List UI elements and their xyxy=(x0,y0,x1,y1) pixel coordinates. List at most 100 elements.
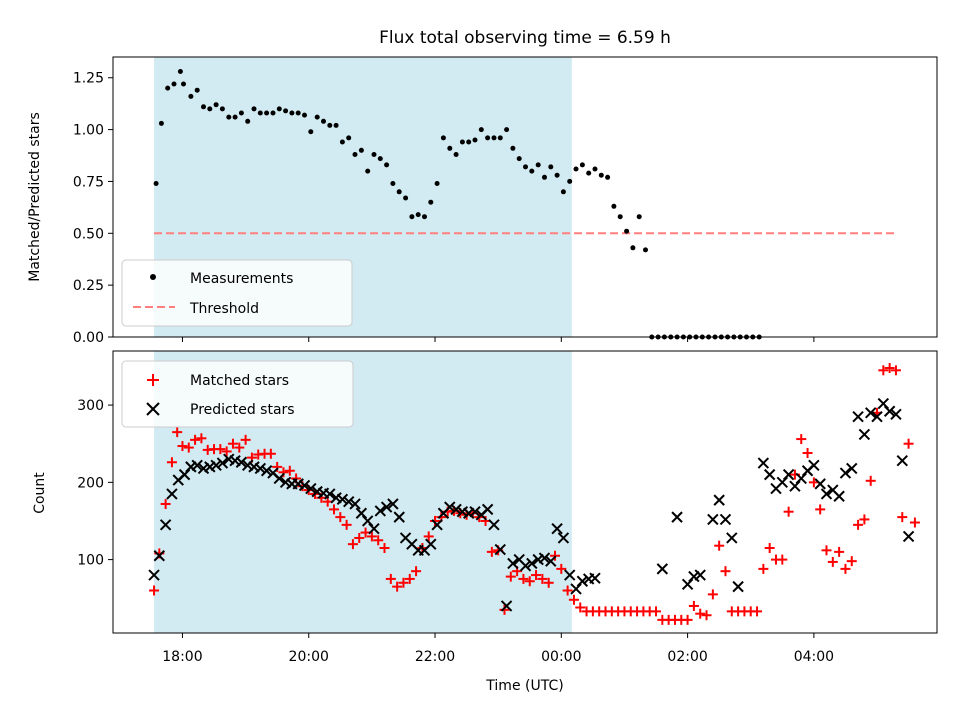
measurement-point xyxy=(226,114,232,120)
predicted-stars-point xyxy=(538,552,551,564)
matched-stars-point xyxy=(347,539,358,550)
predicted-stars-point xyxy=(324,488,336,500)
measurement-point xyxy=(177,69,183,74)
matched-stars-point xyxy=(392,581,403,592)
measurement-point xyxy=(238,110,244,116)
predicted-stars-point xyxy=(694,569,706,581)
matched-stars-point xyxy=(651,606,662,617)
measurement-point xyxy=(194,87,200,93)
matched-stars-point xyxy=(903,438,914,449)
measurement-point xyxy=(188,93,194,99)
measurement-point xyxy=(529,168,535,174)
measurement-point xyxy=(245,118,251,124)
predicted-stars-point xyxy=(896,455,908,467)
measurement-point xyxy=(542,174,547,180)
measurement-point xyxy=(153,181,159,186)
matched-stars-point xyxy=(859,514,870,525)
count-points xyxy=(148,362,920,625)
predicted-stars-point xyxy=(488,519,500,531)
top-y-tick-label: 1.00 xyxy=(73,123,104,139)
legend-measurements-label: Measurements xyxy=(190,271,293,287)
matched-stars-point xyxy=(328,504,339,515)
matched-stars-point xyxy=(758,563,769,574)
predicted-stars-point xyxy=(235,456,248,468)
predicted-stars-point xyxy=(374,505,387,517)
measurement-point xyxy=(333,122,339,128)
measurement-point xyxy=(624,228,630,234)
top-legend-box xyxy=(121,259,353,327)
matched-stars-point xyxy=(341,519,352,530)
x-tick-label: 22:00 xyxy=(415,649,455,665)
measurement-point xyxy=(314,114,320,120)
matched-stars-point xyxy=(524,576,535,587)
x-tick-label: 04:00 xyxy=(794,649,834,665)
predicted-stars-point xyxy=(494,543,506,556)
matched-stars-point xyxy=(707,589,718,600)
predicted-stars-point xyxy=(368,522,380,535)
matched-stars-point xyxy=(846,556,857,567)
matched-stars-point xyxy=(411,566,422,577)
matched-stars-point xyxy=(897,512,908,523)
top-y-tick-label: 1.25 xyxy=(73,71,104,87)
matched-stars-point xyxy=(827,556,838,567)
measurement-point xyxy=(390,181,396,186)
measurement-point xyxy=(403,195,409,201)
predicted-stars-point xyxy=(551,522,563,535)
x-tick-label: 02:00 xyxy=(667,649,707,665)
top-y-tick-label: 0.25 xyxy=(73,278,104,294)
predicted-stars-point xyxy=(732,580,744,593)
measurement-point xyxy=(308,129,314,135)
matched-stars-point xyxy=(688,600,699,611)
matched-stars-point xyxy=(777,554,788,565)
measurement-point xyxy=(158,120,164,126)
matched-stars-point xyxy=(196,433,207,444)
measurement-point xyxy=(523,164,528,170)
predicted-stars-point xyxy=(393,511,405,523)
matched-stars-point xyxy=(215,444,226,455)
measurement-point xyxy=(636,214,642,220)
matched-stars-point xyxy=(430,515,441,526)
measurement-point xyxy=(201,104,206,110)
matched-stars-point xyxy=(714,540,725,551)
predicted-stars-point xyxy=(254,462,267,475)
matched-stars-point xyxy=(575,602,586,613)
predicted-stars-point xyxy=(481,503,494,516)
matched-stars-point xyxy=(695,608,706,619)
matched-stars-point xyxy=(335,512,346,523)
matched-stars-point xyxy=(284,465,295,476)
measurement-point xyxy=(472,137,478,143)
bottom-y-tick-label: 200 xyxy=(77,475,104,491)
measurement-point xyxy=(377,156,383,162)
measurement-point xyxy=(270,110,276,116)
predicted-stars-point xyxy=(305,482,317,495)
matched-stars-point xyxy=(682,614,693,625)
measurement-points xyxy=(153,69,762,340)
matched-stars-point xyxy=(764,543,775,554)
bottom-legend-box xyxy=(121,360,354,428)
matched-stars-point xyxy=(265,448,276,459)
measurement-point xyxy=(365,168,371,174)
predicted-stars-point xyxy=(343,495,355,508)
measurement-point xyxy=(422,214,427,220)
matched-stars-point xyxy=(884,362,895,373)
measurement-point xyxy=(598,172,604,178)
predicted-stars-point xyxy=(191,459,203,472)
predicted-stars-point xyxy=(757,457,770,469)
measurement-point xyxy=(358,147,364,153)
measurement-point xyxy=(409,214,415,220)
matched-stars-point xyxy=(149,585,160,596)
matched-stars-point xyxy=(183,442,194,453)
measurement-point xyxy=(232,114,238,120)
predicted-stars-point xyxy=(890,408,902,421)
x-axis-label: Time (UTC) xyxy=(485,678,563,694)
legend-measurements-marker xyxy=(150,274,156,280)
measurement-point xyxy=(504,127,510,133)
measurement-point xyxy=(295,110,301,116)
measurement-point xyxy=(459,139,465,145)
measurement-point xyxy=(440,135,446,141)
measurement-point xyxy=(554,172,560,178)
matched-stars-point xyxy=(404,573,415,584)
top-plot: 0.00 0.25 0.50 0.75 1.00 1.25 Matched/Predict… xyxy=(27,56,938,346)
matched-stars-point xyxy=(398,577,409,588)
